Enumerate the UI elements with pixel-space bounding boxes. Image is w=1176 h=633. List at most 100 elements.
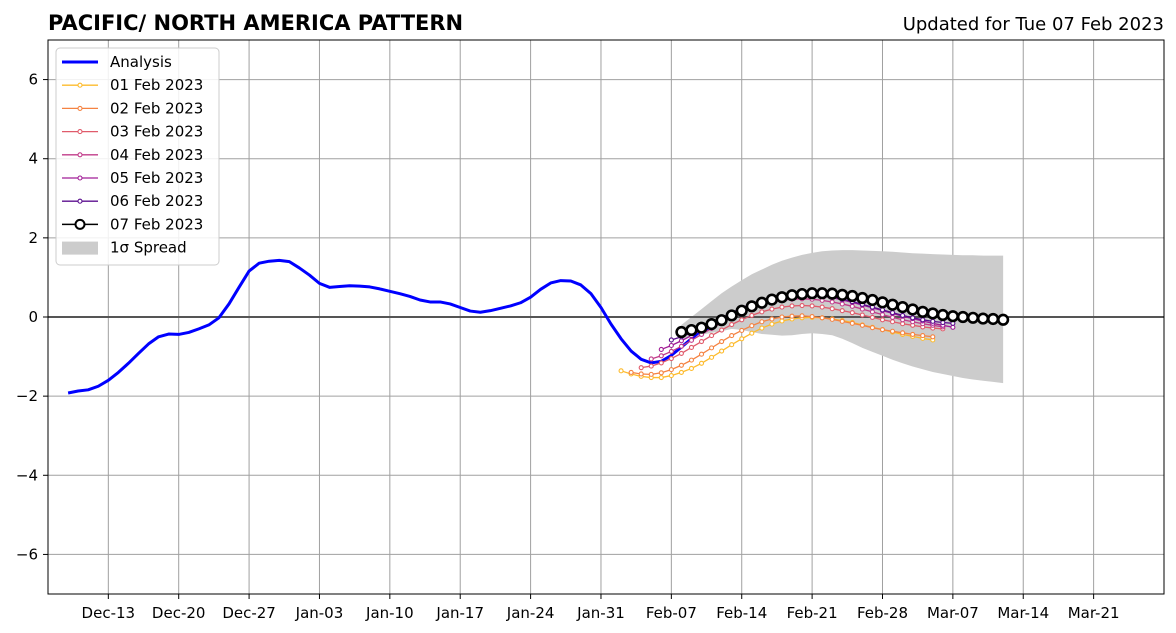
forecast-point — [910, 331, 916, 337]
x-tick-label: Dec-13 — [82, 604, 136, 622]
forecast-point — [910, 315, 916, 321]
forecast-point — [638, 365, 644, 371]
forecast-point — [916, 305, 929, 318]
forecast-point — [658, 353, 664, 359]
forecast-point — [678, 369, 684, 375]
forecast-point — [889, 310, 896, 316]
legend-marker — [77, 198, 83, 204]
y-tick-label: −4 — [16, 466, 38, 484]
forecast-point — [920, 317, 926, 323]
legend-marker — [77, 129, 83, 135]
forecast-point — [769, 306, 775, 312]
forecast-point — [896, 301, 909, 314]
x-tick-label: Mar-07 — [927, 604, 979, 622]
legend-label: 04 Feb 2023 — [110, 146, 203, 164]
forecast-point — [859, 306, 865, 312]
legend-label: 1σ Spread — [110, 239, 187, 257]
forecast-point — [986, 312, 1000, 326]
forecast-point — [739, 317, 745, 323]
legend-marker — [77, 175, 83, 181]
forecast-point — [920, 333, 926, 339]
x-tick-label: Dec-20 — [152, 604, 206, 622]
forecast-point — [879, 327, 886, 333]
forecast-point — [678, 343, 684, 349]
forecast-point — [775, 291, 789, 304]
forecast-point — [849, 320, 855, 326]
forecast-point — [956, 310, 970, 324]
forecast-point — [749, 312, 755, 318]
forecast-point — [765, 293, 778, 306]
forecast-point — [648, 363, 654, 369]
forecast-point — [668, 342, 674, 349]
forecast-point — [950, 324, 956, 330]
forecast-point — [826, 287, 839, 300]
forecast-point — [889, 314, 896, 320]
forecast-point — [769, 321, 775, 327]
forecast-point — [678, 350, 684, 356]
forecast-point — [819, 315, 825, 321]
forecast-point — [695, 321, 708, 334]
plot-area: Dec-13 Dec-20 Dec-27 Jan-03 Jan-10 Jan-17 Jan-… — [16, 39, 1165, 622]
x-tick-label: Feb-07 — [646, 604, 697, 622]
forecast-point — [678, 362, 684, 368]
forecast-point — [709, 354, 715, 360]
y-tick-label: 2 — [28, 229, 38, 247]
forecast-point — [779, 304, 785, 310]
forecast-point — [729, 321, 735, 328]
legend-label: 06 Feb 2023 — [110, 192, 203, 210]
analysis-line — [67, 258, 712, 395]
forecast-point — [900, 330, 906, 336]
forecast-point — [648, 371, 654, 377]
forecast-point — [658, 360, 664, 366]
chart-subtitle: Updated for Tue 07 Feb 2023 — [903, 14, 1164, 35]
legend-marker — [77, 105, 83, 111]
forecast-point — [906, 303, 919, 316]
forecast-point — [755, 296, 768, 309]
forecast-point — [789, 313, 795, 319]
forecast-point — [618, 368, 624, 374]
forecast-point — [779, 314, 785, 320]
legend: Analysis 01 Feb 2023 02 Feb 2023 03 Feb 202… — [55, 47, 220, 266]
forecast-point — [940, 319, 946, 326]
forecast-point — [668, 355, 674, 362]
forecast-point — [668, 367, 674, 373]
forecast-point — [729, 333, 735, 339]
forecast-point — [856, 291, 869, 305]
forecast-point — [849, 310, 855, 316]
forecast-point — [889, 319, 896, 325]
forecast-point — [745, 300, 758, 313]
legend-marker — [74, 218, 86, 230]
y-tick-label: −6 — [16, 545, 38, 563]
forecast-point — [886, 298, 899, 311]
legend-label: 01 Feb 2023 — [110, 76, 203, 94]
forecast-point — [869, 325, 875, 331]
forecast-point — [749, 330, 755, 336]
forecast-point — [658, 374, 664, 381]
forecast-point — [859, 312, 865, 318]
forecast-point — [678, 338, 684, 344]
forecast-point — [785, 289, 799, 302]
forecast-point — [698, 351, 705, 357]
legend-label: 03 Feb 2023 — [110, 123, 203, 141]
forecast-point — [725, 309, 738, 322]
forecast-point — [839, 308, 845, 314]
forecast-point — [719, 327, 725, 333]
forecast-point — [729, 342, 735, 348]
forecast-point — [930, 334, 936, 340]
forecast-point — [849, 303, 855, 309]
forecast-point — [648, 356, 654, 362]
forecast-point — [866, 293, 879, 307]
forecast-point — [930, 318, 936, 324]
forecast-point — [749, 323, 755, 329]
legend-spread-swatch — [62, 241, 98, 255]
forecast-point — [846, 289, 859, 303]
x-tick-label: Dec-27 — [222, 604, 276, 622]
forecast-point — [859, 322, 865, 328]
forecast-point — [735, 304, 748, 317]
forecast-point — [759, 309, 765, 315]
forecast-point — [685, 323, 698, 337]
x-tick-label: Jan-10 — [365, 604, 414, 622]
forecast-point — [709, 333, 715, 339]
forecast-point — [698, 360, 705, 366]
forecast-point — [829, 306, 835, 312]
